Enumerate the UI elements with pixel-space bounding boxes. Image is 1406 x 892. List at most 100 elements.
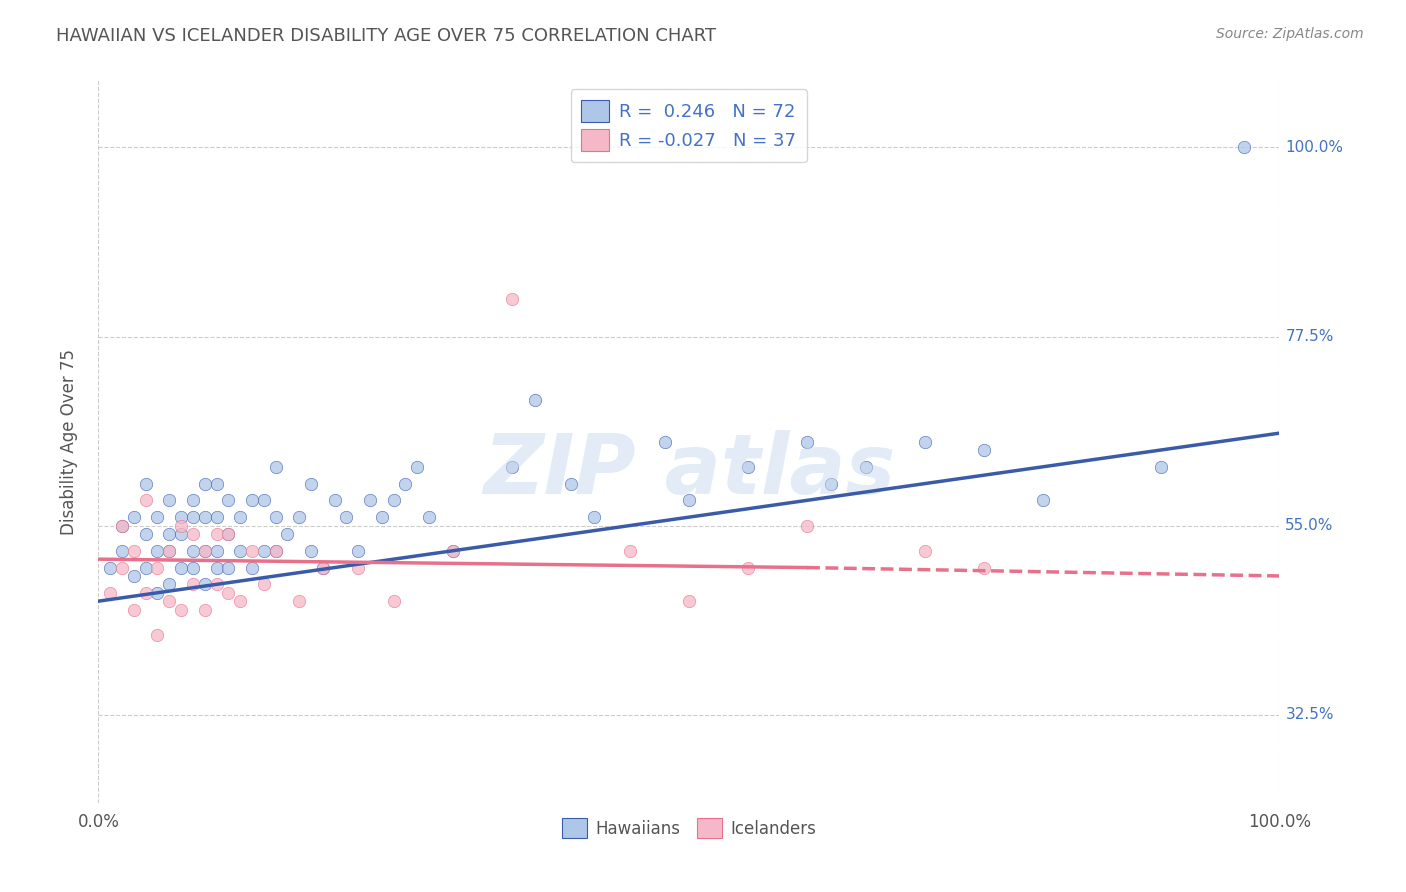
Point (111, 518, 134, 533)
Point (194, 476, 217, 491)
Text: Source: ZipAtlas.com: Source: ZipAtlas.com (1216, 27, 1364, 41)
Point (157, 543, 180, 558)
Point (205, 527, 228, 541)
Point (312, 560, 335, 574)
Point (240, 493, 263, 508)
Point (217, 527, 239, 541)
Point (146, 560, 169, 574)
Point (181, 560, 204, 574)
Point (194, 543, 217, 558)
Point (312, 560, 335, 574)
Point (288, 594, 311, 608)
Point (240, 560, 263, 574)
Point (135, 560, 157, 574)
Point (157, 493, 180, 508)
Point (359, 493, 381, 508)
Point (240, 543, 263, 558)
Point (146, 543, 169, 558)
Point (678, 594, 700, 608)
Point (418, 510, 440, 524)
Point (678, 493, 700, 508)
Point (276, 527, 298, 541)
Point (253, 543, 276, 558)
Point (229, 594, 252, 608)
Text: HAWAIIAN VS ICELANDER DISABILITY AGE OVER 75 CORRELATION CHART: HAWAIIAN VS ICELANDER DISABILITY AGE OVE… (56, 27, 717, 45)
Point (406, 459, 429, 474)
Point (217, 586, 239, 600)
Text: 100.0%: 100.0% (1285, 140, 1343, 155)
Point (135, 586, 157, 600)
Point (501, 459, 523, 474)
Point (855, 459, 877, 474)
Point (181, 543, 204, 558)
Point (299, 476, 322, 491)
Point (1032, 493, 1054, 508)
Point (170, 510, 193, 524)
Point (181, 577, 204, 591)
Point (264, 510, 287, 524)
Point (560, 476, 582, 491)
Point (181, 510, 204, 524)
Point (217, 493, 239, 508)
Point (157, 527, 180, 541)
Point (619, 543, 641, 558)
Point (583, 510, 606, 524)
Point (737, 560, 759, 574)
Point (501, 292, 523, 306)
Point (654, 434, 676, 449)
Point (217, 527, 239, 541)
Point (122, 602, 145, 616)
Point (820, 476, 842, 491)
Point (194, 577, 217, 591)
Text: 32.5%: 32.5% (1285, 707, 1334, 723)
Point (796, 518, 818, 533)
Point (194, 602, 217, 616)
Point (135, 493, 157, 508)
Point (264, 543, 287, 558)
Point (205, 560, 228, 574)
Text: 77.5%: 77.5% (1285, 329, 1334, 344)
Point (217, 560, 239, 574)
Point (973, 442, 995, 457)
Point (157, 543, 180, 558)
Point (264, 543, 287, 558)
Point (194, 510, 217, 524)
Point (135, 476, 157, 491)
Point (111, 543, 134, 558)
Point (98, 586, 121, 600)
Legend: Hawaiians, Icelanders: Hawaiians, Icelanders (555, 812, 823, 845)
Point (170, 602, 193, 616)
Point (146, 628, 169, 642)
Point (170, 518, 193, 533)
Point (288, 510, 311, 524)
Point (335, 510, 357, 524)
Point (524, 392, 547, 407)
Point (170, 560, 193, 574)
Point (382, 493, 405, 508)
Point (181, 493, 204, 508)
Point (181, 527, 204, 541)
Point (135, 527, 157, 541)
Point (170, 527, 193, 541)
Point (371, 510, 394, 524)
Text: 55.0%: 55.0% (1285, 518, 1334, 533)
Point (122, 543, 145, 558)
Point (146, 586, 169, 600)
Point (157, 577, 180, 591)
Y-axis label: Disability Age Over 75: Disability Age Over 75 (59, 349, 77, 534)
Point (347, 560, 370, 574)
Point (205, 577, 228, 591)
Point (205, 476, 228, 491)
Point (347, 543, 370, 558)
Point (323, 493, 346, 508)
Point (264, 459, 287, 474)
Point (441, 543, 464, 558)
Point (796, 434, 818, 449)
Point (122, 510, 145, 524)
Point (98, 560, 121, 574)
Point (205, 543, 228, 558)
Point (194, 543, 217, 558)
Point (394, 476, 416, 491)
Point (111, 518, 134, 533)
Point (111, 560, 134, 574)
